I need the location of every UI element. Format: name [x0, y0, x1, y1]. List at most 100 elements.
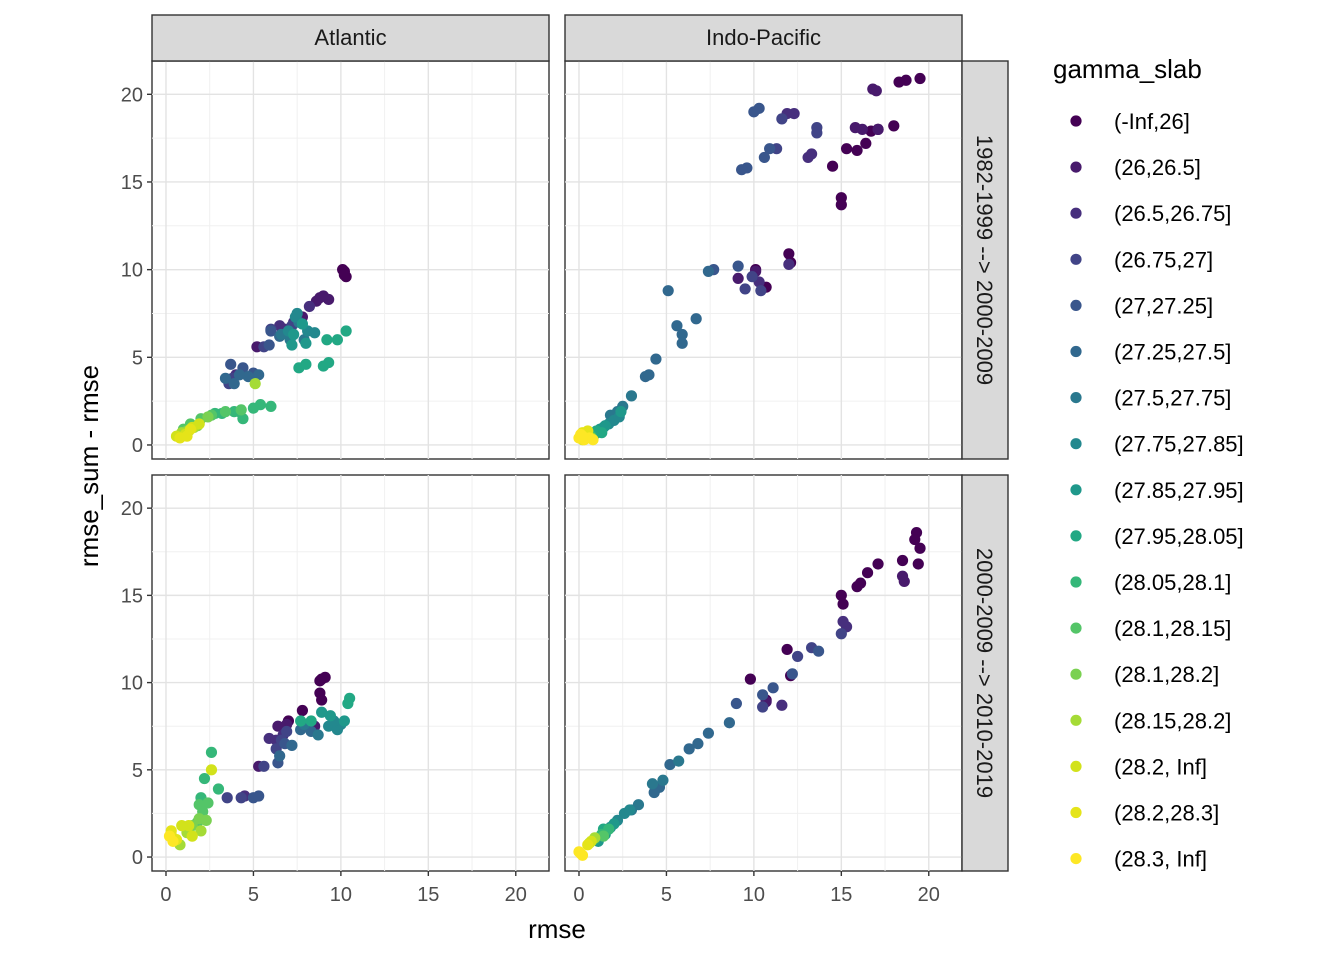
data-point	[835, 199, 847, 211]
x-tick-label: 5	[248, 884, 259, 906]
data-point	[205, 764, 218, 776]
data-point	[683, 743, 695, 755]
data-point	[650, 353, 662, 365]
data-point	[233, 369, 246, 381]
scatter-points	[170, 264, 352, 444]
data-point	[228, 378, 240, 390]
data-point	[662, 285, 674, 297]
legend-label: (27.5,27.75]	[1114, 386, 1231, 411]
data-point	[837, 615, 849, 628]
legend-label: (28.15,28.2]	[1114, 708, 1231, 733]
panel-frame	[151, 474, 550, 872]
data-point	[872, 558, 884, 570]
data-point	[615, 406, 627, 418]
data-point	[673, 755, 685, 767]
legend-key	[1070, 760, 1082, 773]
data-point	[184, 423, 197, 435]
data-point	[786, 668, 798, 680]
data-point	[723, 717, 735, 729]
data-point	[732, 260, 744, 272]
data-point	[305, 715, 317, 727]
legend-item: (26,26.5]	[1070, 155, 1201, 180]
data-point	[186, 830, 198, 842]
y-tick-label: 10	[121, 260, 143, 282]
data-point	[837, 598, 849, 610]
data-point	[253, 369, 265, 381]
legend-key	[1070, 161, 1082, 173]
legend: gamma_slab (-Inf,26] (26,26.5] (26.5,26.75…	[1053, 54, 1244, 872]
legend-title: gamma_slab	[1053, 54, 1202, 84]
y-tick-label: 15	[121, 172, 143, 194]
data-point	[826, 160, 839, 172]
data-point	[321, 334, 333, 346]
data-point	[587, 434, 599, 446]
y-tick-label: 15	[121, 585, 143, 607]
legend-key	[1070, 576, 1082, 588]
data-point	[324, 710, 336, 722]
data-point	[274, 320, 286, 332]
strip-background	[151, 14, 550, 62]
data-point	[811, 122, 823, 134]
data-point	[202, 797, 214, 809]
data-point	[646, 778, 659, 790]
legend-item: (28.1,28.2]	[1070, 662, 1219, 687]
legend-item: (26.75,27]	[1070, 247, 1213, 272]
legend-item: (28.1,28.15]	[1070, 616, 1231, 641]
legend-key	[1070, 668, 1082, 680]
data-point	[265, 325, 277, 337]
grid-lines	[152, 61, 549, 459]
data-point	[783, 248, 795, 260]
data-point	[860, 137, 872, 150]
legend-item: (28.15,28.2]	[1070, 708, 1231, 733]
strip-label: 2000-2009 --> 2010-2019	[972, 548, 997, 798]
data-point	[872, 123, 884, 135]
strip-label: 1982-1999 --> 2000-2009	[972, 135, 997, 385]
facet-strip-row2: 2000-2009 --> 2010-2019	[961, 474, 1009, 872]
x-tick-label: 10	[743, 884, 765, 906]
data-point	[202, 411, 214, 423]
data-point	[676, 328, 688, 341]
data-point	[835, 628, 847, 640]
data-point	[219, 372, 232, 384]
panel-atlantic-row1	[151, 60, 550, 460]
grid-lines	[565, 61, 962, 459]
data-point	[247, 402, 260, 414]
legend-key	[1070, 253, 1082, 265]
grid-lines	[565, 475, 962, 871]
data-point	[888, 120, 900, 132]
legend-item: (27.75,27.85]	[1070, 432, 1244, 457]
y-tick-label: 0	[132, 847, 143, 869]
legend-key	[1070, 207, 1082, 219]
data-point	[272, 720, 284, 732]
data-point	[249, 378, 261, 390]
panel-indopacific-row1	[564, 60, 963, 460]
y-tick-label: 5	[132, 760, 143, 782]
data-point	[295, 715, 307, 727]
data-point	[625, 390, 638, 402]
strip-background	[961, 60, 1009, 460]
data-point	[896, 554, 909, 567]
data-point	[281, 725, 293, 738]
data-point	[854, 577, 867, 589]
legend-label: (28.1,28.15]	[1114, 616, 1231, 641]
data-point	[309, 327, 321, 339]
y-tick-label: 20	[121, 498, 143, 520]
scatter-points	[573, 526, 926, 861]
data-point	[314, 675, 326, 687]
legend-item: (27.25,27.5]	[1070, 340, 1231, 365]
data-point	[323, 356, 335, 369]
data-point	[176, 820, 188, 832]
data-point	[671, 320, 683, 332]
data-point	[914, 72, 926, 85]
legend-label: (28.05,28.1]	[1114, 570, 1231, 595]
data-point	[783, 258, 795, 270]
legend-label: (27.95,28.05]	[1114, 524, 1244, 549]
data-point	[657, 774, 669, 786]
data-point	[303, 300, 316, 313]
data-point	[861, 567, 874, 579]
data-point	[288, 328, 300, 341]
x-tick-label: 0	[573, 884, 584, 906]
legend-key	[1070, 806, 1082, 819]
data-point	[237, 413, 249, 425]
data-point	[296, 704, 309, 717]
